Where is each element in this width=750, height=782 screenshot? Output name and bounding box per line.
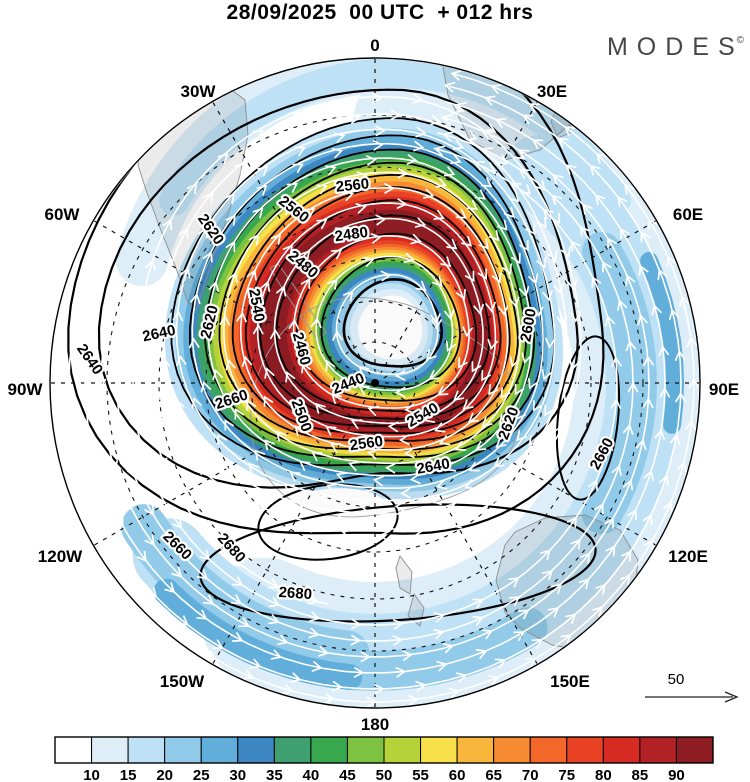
colorbar-cell [91, 736, 129, 764]
colorbar-tick-label: 55 [412, 767, 429, 782]
colorbar-cell [456, 736, 495, 764]
longitude-label-120E: 120E [668, 547, 708, 566]
longitude-label-150W: 150W [160, 672, 205, 691]
reference-vector-label: 50 [668, 671, 685, 688]
longitude-label-180: 180 [361, 715, 389, 734]
colorbar-tick-label: 25 [193, 767, 210, 782]
longitude-label-30W: 30W [181, 82, 217, 101]
map-boundary [49, 57, 701, 709]
modes-logo: MODES© [606, 33, 744, 61]
map-interior [51, 59, 699, 707]
contour-label: 2560 [335, 175, 370, 195]
colorbar-cell [420, 736, 458, 764]
longitude-label-120W: 120W [38, 547, 83, 566]
longitude-label-30E: 30E [537, 82, 567, 101]
colorbar-tick-label: 75 [558, 767, 575, 782]
colorbar-cell [493, 736, 531, 764]
colorbar-cell [200, 736, 239, 764]
longitude-label-60W: 60W [45, 205, 81, 224]
colorbar-tick-label: 65 [485, 767, 502, 782]
longitude-label-0: 0 [370, 36, 379, 55]
colorbar-tick-label: 15 [120, 767, 137, 782]
colorbar-cell [273, 736, 312, 764]
longitude-label-60E: 60E [673, 205, 703, 224]
colorbar-tick-label: 60 [449, 767, 466, 782]
contour-label: 2680 [278, 584, 312, 603]
colorbar-tick-label: 20 [156, 767, 173, 782]
colorbar-tick-label: 35 [266, 767, 283, 782]
colorbar-tick-label: 40 [303, 767, 320, 782]
colorbar-cell [164, 736, 202, 764]
colorbar-tick-label: 10 [83, 767, 100, 782]
colorbar-tick-label: 50 [376, 767, 393, 782]
colorbar-tick-label: 30 [229, 767, 246, 782]
colorbar: 10 15 20 25 30 35 40 45 50 55 60 65 70 75 80 85 90 [54, 736, 714, 782]
colorbar-tick-label: 85 [632, 767, 649, 782]
reference-vector: 50 [645, 671, 739, 703]
contour-label: 2480 [334, 224, 369, 245]
chart-title: 28/09/2025 00 UTC + 012 hrs [226, 1, 534, 24]
colorbar-tick-label: 90 [668, 767, 685, 782]
colorbar-cell [675, 736, 714, 764]
longitude-label-90E: 90E [709, 380, 739, 399]
new-zealand-north [395, 555, 413, 595]
colorbar-cell [310, 736, 348, 764]
colorbar-tick-label: 80 [595, 767, 612, 782]
colorbar-cell [127, 736, 166, 764]
longitude-label-150E: 150E [550, 672, 590, 691]
longitude-labels: 0 30E 60E 90E 120E 150E 180 150W 120W 90W 60W 30W [8, 36, 740, 734]
longitude-label-90W: 90W [8, 380, 44, 399]
colorbar-tick-label: 70 [522, 767, 539, 782]
colorbar-tick-label: 45 [339, 767, 356, 782]
colorbar-cell [383, 736, 422, 764]
south-pole-marker [371, 379, 379, 387]
streamlines [51, 70, 699, 707]
colorbar-cell [529, 736, 568, 764]
colorbar-cell [602, 736, 641, 764]
colorbar-cell [237, 736, 275, 764]
colorbar-cell [54, 736, 93, 764]
colorbar-cell [346, 736, 385, 764]
copyright-icon: © [736, 35, 744, 46]
colorbar-cell [639, 736, 677, 764]
colorbar-cell [566, 736, 604, 764]
